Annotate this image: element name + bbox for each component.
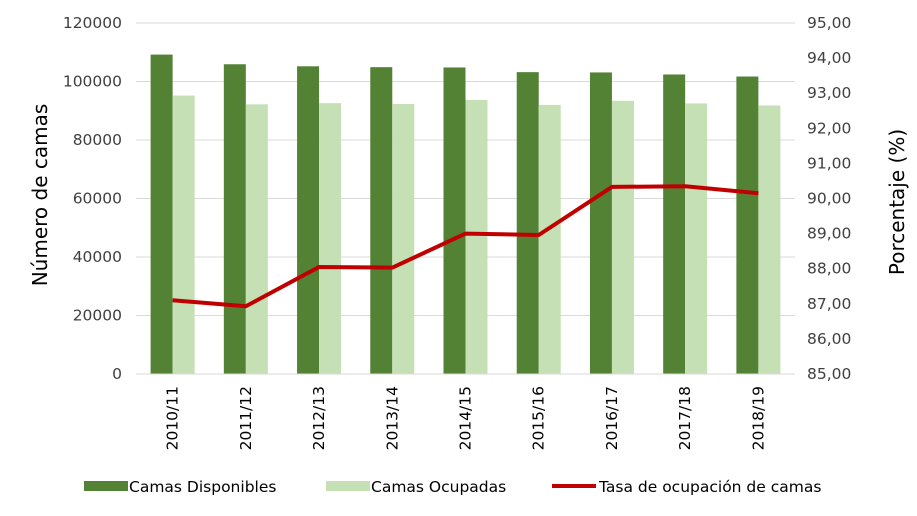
y-axis-title-left: Número de camas: [28, 104, 52, 287]
rate-line-group: [172, 184, 759, 309]
bar-occupied: [172, 95, 195, 374]
bar-available: [223, 64, 246, 375]
bar-available: [297, 66, 320, 374]
y-tick-right: 92,00: [807, 119, 851, 137]
bar-available: [370, 67, 393, 374]
bar-occupied: [465, 99, 488, 375]
bar-occupied: [611, 100, 634, 375]
x-tick-label: 2015/16: [530, 386, 548, 450]
y-tick-right: 94,00: [807, 49, 851, 67]
legend-label-available: Camas Disponibles: [129, 478, 276, 496]
y-tick-left: 100000: [63, 73, 122, 91]
y-tick-left: 0: [112, 365, 122, 383]
legend-label-rate: Tasa de ocupación de camas: [598, 478, 821, 496]
y-tick-right: 87,00: [807, 295, 851, 313]
bar-occupied: [538, 104, 561, 375]
y-tick-right: 95,00: [807, 14, 851, 32]
y-tick-right: 93,00: [807, 84, 851, 102]
bar-available: [589, 72, 612, 375]
right-axis-ticks: 85,00 86,00 87,00 88,00 89,00 90,00 91,00 92,00…: [807, 14, 851, 383]
y-tick-left: 80000: [73, 131, 122, 149]
y-tick-left: 60000: [73, 190, 122, 208]
bar-occupied: [685, 103, 708, 374]
legend-swatch-occupied: [326, 481, 370, 491]
bar-available: [443, 67, 466, 375]
x-axis-ticks: 2010/11 2011/12 2012/13 2013/14 2014/15 2015/…: [164, 386, 768, 450]
y-tick-right: 85,00: [807, 365, 851, 383]
left-axis-ticks: 0 20000 40000 60000 80000 100000 120000: [63, 14, 122, 383]
y-tick-left: 120000: [63, 14, 122, 32]
x-tick-label: 2014/15: [457, 386, 475, 450]
bar-occupied: [392, 104, 415, 375]
x-tick-label: 2016/17: [603, 386, 621, 450]
legend-label-occupied: Camas Ocupadas: [371, 478, 506, 496]
x-tick-label: 2010/11: [164, 386, 182, 450]
y-tick-left: 20000: [73, 307, 122, 325]
x-tick-label: 2012/13: [310, 386, 328, 450]
bar-occupied: [758, 105, 781, 375]
y-tick-right: 86,00: [807, 330, 851, 348]
x-tick-label: 2013/14: [383, 386, 401, 450]
bar-available: [663, 74, 686, 374]
legend-swatch-available: [84, 481, 128, 491]
y-axis-title-right: Porcentaje (%): [885, 129, 909, 275]
x-tick-label: 2011/12: [237, 386, 255, 450]
x-tick-label: 2018/19: [749, 386, 767, 450]
x-tick-label: 2017/18: [676, 386, 694, 450]
y-tick-right: 88,00: [807, 260, 851, 278]
y-tick-right: 91,00: [807, 154, 851, 172]
bar-occupied: [245, 104, 268, 374]
bars: [150, 54, 781, 375]
bar-available: [736, 76, 759, 374]
legend: Camas Disponibles Camas Ocupadas Tasa de…: [84, 478, 821, 496]
bar-available: [150, 54, 173, 375]
bar-occupied: [319, 103, 342, 375]
y-tick-right: 90,00: [807, 190, 851, 208]
y-tick-right: 89,00: [807, 225, 851, 243]
bar-available: [516, 72, 539, 374]
y-tick-left: 40000: [73, 248, 122, 266]
